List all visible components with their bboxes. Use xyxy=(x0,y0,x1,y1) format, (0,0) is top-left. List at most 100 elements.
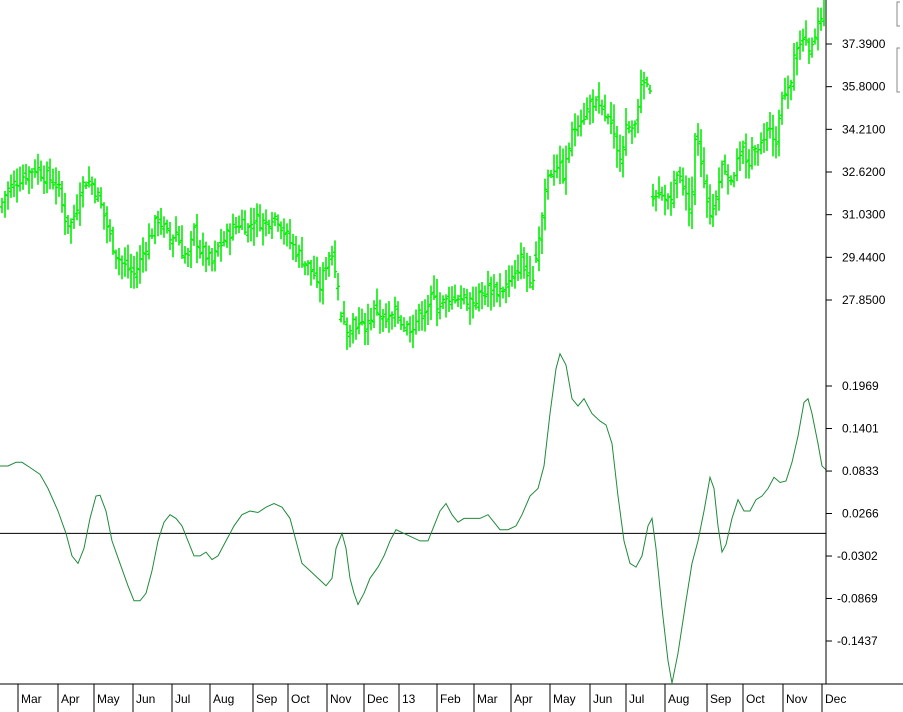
price-bar xyxy=(606,113,610,125)
price-bar xyxy=(699,129,703,178)
price-bar xyxy=(21,164,25,190)
price-bar xyxy=(582,102,586,125)
price-bar xyxy=(144,241,148,272)
month-label: Jul xyxy=(629,692,644,706)
oscillator-tick-label: 0.1401 xyxy=(842,422,879,436)
price-bar xyxy=(288,219,292,250)
price-bar xyxy=(180,225,184,259)
month-label: Apr xyxy=(514,692,533,706)
price-bar xyxy=(759,132,763,155)
price-bar xyxy=(705,174,709,218)
price-bar xyxy=(444,294,448,318)
price-bar xyxy=(540,212,544,255)
price-bar xyxy=(48,158,52,190)
price-bar xyxy=(810,37,814,58)
price-bar xyxy=(54,167,58,205)
price-bar xyxy=(45,161,49,194)
price-bar xyxy=(87,166,91,188)
price-bar xyxy=(192,223,196,246)
price-bar xyxy=(186,247,190,267)
price-bar xyxy=(714,190,718,216)
month-label: Nov xyxy=(330,692,351,706)
price-bar xyxy=(792,42,796,91)
price-tick-label: 31.0300 xyxy=(842,208,886,222)
price-bar xyxy=(69,218,73,244)
price-bar xyxy=(822,0,825,27)
price-bar xyxy=(768,112,772,139)
price-bar xyxy=(27,166,31,195)
price-panel xyxy=(0,0,825,350)
price-bar xyxy=(384,303,388,329)
price-bar xyxy=(528,255,532,289)
price-bar xyxy=(537,226,541,272)
price-bar xyxy=(477,283,481,312)
price-bar xyxy=(621,135,625,178)
price-bar xyxy=(744,133,748,179)
price-bar xyxy=(336,272,340,301)
price-bar xyxy=(351,312,355,344)
oscillator-tick-label: 0.0266 xyxy=(842,507,879,521)
price-bar xyxy=(279,221,283,240)
price-bar xyxy=(711,193,715,227)
price-bar xyxy=(483,285,487,306)
month-label: Nov xyxy=(786,692,807,706)
oscillator-tick-label: 0.0833 xyxy=(842,464,879,478)
price-bar xyxy=(669,181,673,216)
price-bar xyxy=(696,123,700,156)
price-bar xyxy=(354,316,358,340)
price-bar xyxy=(132,255,136,289)
price-bar xyxy=(378,299,382,334)
price-bar xyxy=(282,218,286,245)
price-bar xyxy=(327,251,331,277)
price-bar xyxy=(153,215,157,245)
price-bar xyxy=(498,273,502,308)
price-bar xyxy=(642,71,646,100)
price-bar xyxy=(471,286,475,319)
price-bar xyxy=(627,121,631,134)
price-bar xyxy=(381,309,385,332)
price-bar xyxy=(309,259,313,286)
price-bar xyxy=(813,28,817,45)
price-bar xyxy=(402,317,406,333)
price-bar xyxy=(441,295,445,309)
price-bar xyxy=(558,145,562,185)
price-bar xyxy=(552,154,556,186)
price-bar xyxy=(105,206,109,244)
price-bar xyxy=(657,176,661,199)
price-bar xyxy=(723,154,727,175)
price-bar xyxy=(243,210,247,235)
price-bar xyxy=(639,69,643,114)
price-bar xyxy=(51,168,55,190)
price-bar xyxy=(735,148,739,182)
price-bar xyxy=(387,301,391,333)
price-bar xyxy=(678,166,682,184)
price-bar xyxy=(228,223,232,256)
month-label: Apr xyxy=(61,692,80,706)
price-bar xyxy=(75,194,79,221)
price-bar xyxy=(333,240,337,278)
price-bar xyxy=(666,193,670,210)
price-bar xyxy=(291,233,295,261)
price-bar xyxy=(612,104,616,149)
price-bar xyxy=(345,317,349,350)
price-bar xyxy=(258,204,262,232)
price-bar xyxy=(264,209,268,237)
price-bar xyxy=(513,260,517,289)
price-bar xyxy=(555,154,559,179)
price-bar xyxy=(495,281,499,303)
price-bar xyxy=(534,241,538,263)
month-label: May xyxy=(97,692,120,706)
price-bar xyxy=(720,160,724,189)
price-bar xyxy=(189,231,193,269)
price-bar xyxy=(90,176,94,195)
month-label: Mar xyxy=(477,692,498,706)
price-bar xyxy=(687,177,691,227)
price-bar xyxy=(459,285,463,310)
price-bar xyxy=(456,294,460,308)
price-bar xyxy=(231,213,235,241)
price-bar xyxy=(198,240,202,259)
month-label: Aug xyxy=(213,692,234,706)
price-bar xyxy=(690,176,694,230)
price-bar xyxy=(594,96,598,112)
